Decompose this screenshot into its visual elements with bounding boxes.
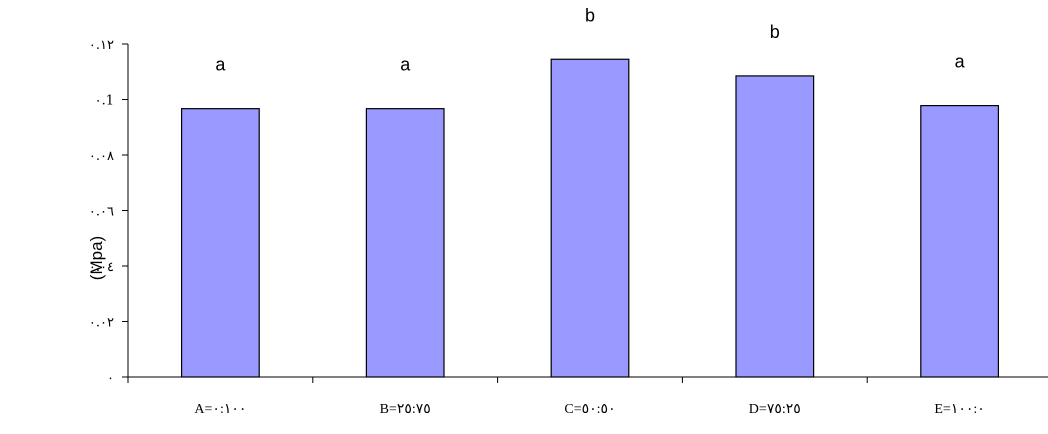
y-tick-label: ٠.1 (95, 94, 114, 109)
bar (735, 75, 815, 378)
significance-letter: a (955, 52, 966, 72)
bar (550, 58, 630, 378)
y-tick-label: ٠.١٢ (89, 38, 114, 53)
bar (180, 108, 260, 378)
bar (365, 108, 445, 378)
significance-letter: b (585, 5, 595, 25)
y-tick-label: ٠.٠٨ (89, 149, 114, 164)
y-tick-label: ٠.٠٦ (89, 205, 114, 220)
bar (920, 105, 1000, 378)
labels: ٠ ٠.٠٢ ٠.٠٤ ٠.٠٦ ٠.٠٨ ٠.1 ٠.١٢ A=٠:١٠٠ a B=٢٥:٧٥ a… (89, 5, 985, 417)
significance-letter: a (400, 55, 411, 75)
x-category-label: D=٧٥:٢٥ (749, 402, 801, 417)
y-axis-label: (Mpa) (87, 236, 106, 280)
x-category-label: A=٠:١٠٠ (194, 402, 246, 417)
bars (180, 58, 1000, 378)
y-tick-label: ٠.٠٤ (89, 260, 114, 275)
y-tick-label: ٠.٠٢ (89, 316, 114, 331)
significance-letter: b (770, 22, 780, 42)
x-category-label: B=٢٥:٧٥ (380, 402, 431, 417)
y-tick-label: ٠ (107, 371, 114, 386)
x-category-label: E=١٠٠:٠ (934, 402, 984, 417)
x-category-label: C=٥٠:٥٠ (564, 402, 615, 417)
significance-letter: a (215, 55, 226, 75)
